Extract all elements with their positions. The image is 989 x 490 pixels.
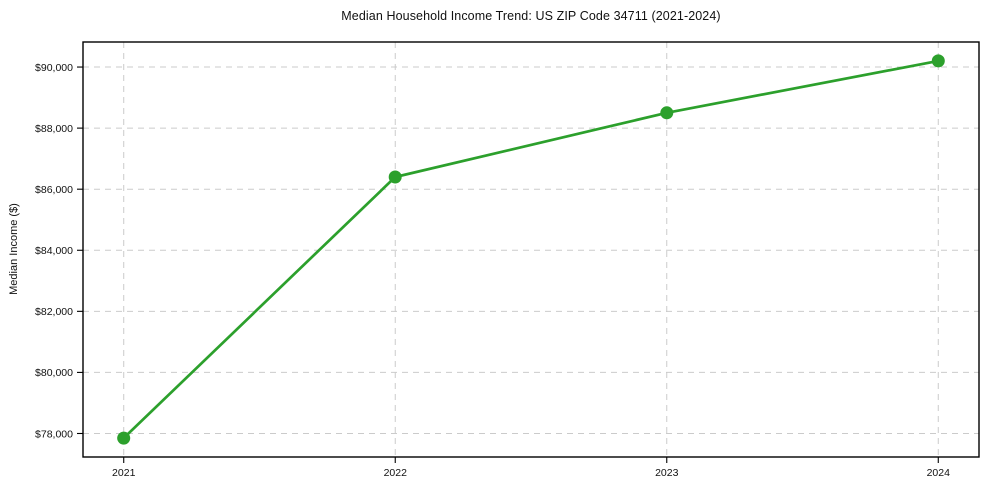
x-tick-label: 2022 bbox=[384, 467, 408, 479]
y-tick-label: $88,000 bbox=[35, 123, 73, 135]
chart-title: Median Household Income Trend: US ZIP Co… bbox=[341, 9, 721, 23]
data-point bbox=[117, 431, 131, 445]
x-tick-label: 2023 bbox=[655, 467, 679, 479]
data-point bbox=[388, 170, 402, 184]
y-tick-label: $84,000 bbox=[35, 245, 73, 257]
x-tick-label: 2021 bbox=[112, 467, 136, 479]
y-tick-label: $78,000 bbox=[35, 428, 73, 440]
data-point bbox=[931, 54, 945, 68]
y-tick-label: $82,000 bbox=[35, 306, 73, 318]
income-line bbox=[122, 59, 940, 440]
plot-frame bbox=[82, 41, 980, 458]
y-tick-label: $90,000 bbox=[35, 62, 73, 74]
data-point bbox=[660, 106, 674, 120]
x-tick-label: 2024 bbox=[927, 467, 951, 479]
y-tick-label: $86,000 bbox=[35, 184, 73, 196]
y-tick-label: $80,000 bbox=[35, 367, 73, 379]
